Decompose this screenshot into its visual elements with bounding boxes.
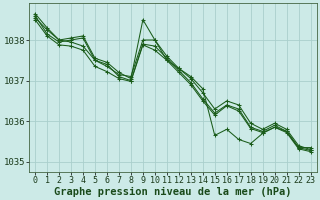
X-axis label: Graphe pression niveau de la mer (hPa): Graphe pression niveau de la mer (hPa) [54,186,292,197]
